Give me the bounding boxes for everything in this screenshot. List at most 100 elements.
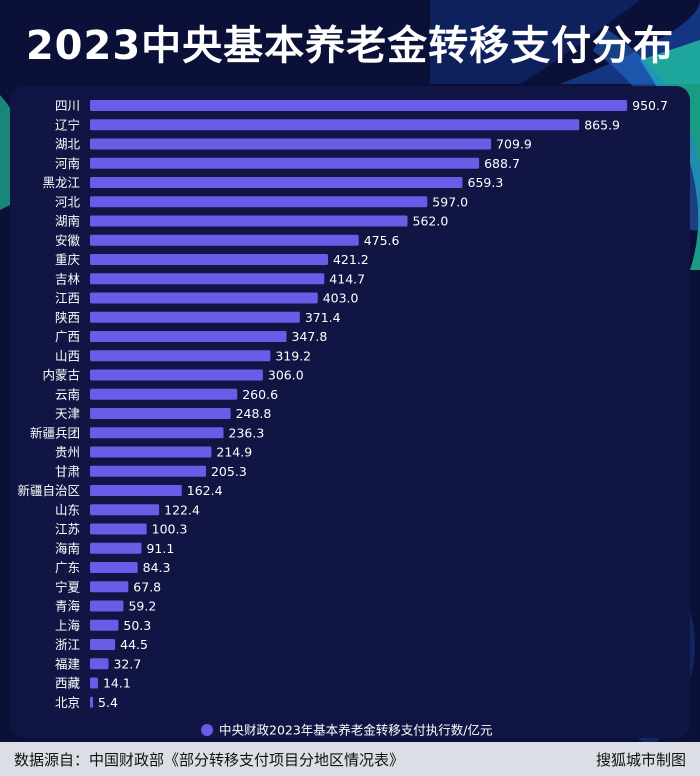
data-label: 44.5 xyxy=(120,637,148,652)
bar xyxy=(90,600,124,612)
bar xyxy=(90,562,138,573)
category-label: 宁夏 xyxy=(55,579,81,594)
category-label: 福建 xyxy=(55,656,81,671)
data-label: 59.2 xyxy=(128,599,156,614)
data-label: 91.1 xyxy=(146,541,174,556)
data-label: 319.2 xyxy=(275,348,311,363)
bar xyxy=(90,215,408,227)
category-label: 重庆 xyxy=(55,252,81,267)
data-label: 475.6 xyxy=(364,233,400,248)
data-label: 659.3 xyxy=(468,175,504,190)
bar xyxy=(90,619,119,631)
bar xyxy=(90,331,287,342)
bar xyxy=(90,581,129,593)
bar xyxy=(90,369,263,381)
category-label: 海南 xyxy=(55,541,80,556)
data-label: 403.0 xyxy=(323,291,359,306)
data-label: 709.9 xyxy=(496,137,532,152)
data-label: 562.0 xyxy=(413,214,449,229)
category-label: 天津 xyxy=(55,406,80,421)
data-label: 347.8 xyxy=(292,329,328,344)
category-label: 陕西 xyxy=(55,310,80,325)
data-label: 14.1 xyxy=(103,676,131,691)
data-label: 371.4 xyxy=(305,310,341,325)
bar xyxy=(90,388,238,400)
credit-note: 搜狐城市制图 xyxy=(595,750,686,769)
category-label: 河北 xyxy=(55,194,81,209)
category-label: 四川 xyxy=(55,98,80,113)
data-label: 205.3 xyxy=(211,464,247,479)
category-label: 甘肃 xyxy=(55,464,80,479)
bar xyxy=(90,292,318,304)
bar-chart: 四川 950.7 辽宁 865.9 湖北 709.9 河南 688.7 黑龙江 659.3 河北 59… xyxy=(17,98,668,738)
bar xyxy=(90,639,116,650)
category-label: 湖南 xyxy=(55,214,80,229)
category-label: 上海 xyxy=(55,618,81,633)
data-label: 214.9 xyxy=(216,445,252,460)
data-label: 5.4 xyxy=(98,695,118,710)
bar xyxy=(90,504,160,516)
bar xyxy=(90,696,94,708)
data-label: 688.7 xyxy=(484,156,520,171)
category-label: 湖北 xyxy=(55,137,81,152)
data-label: 162.4 xyxy=(187,483,223,498)
bar xyxy=(90,427,224,439)
data-label: 260.6 xyxy=(242,387,278,402)
legend-label: 中央财政2023年基本养老金转移支付执行数/亿元 xyxy=(219,723,493,738)
legend-marker xyxy=(201,724,213,736)
source-note: 数据源自：中国财政部《部分转移支付项目分地区情况表》 xyxy=(14,750,405,769)
bar xyxy=(90,196,428,208)
category-label: 新疆自治区 xyxy=(17,483,80,498)
data-label: 865.9 xyxy=(584,117,620,132)
bar xyxy=(90,119,580,131)
category-label: 山东 xyxy=(55,502,80,517)
data-label: 122.4 xyxy=(164,502,200,517)
bar xyxy=(90,138,492,150)
bar xyxy=(90,485,182,496)
data-label: 248.8 xyxy=(236,406,272,421)
bar xyxy=(90,523,147,535)
category-label: 青海 xyxy=(55,599,81,614)
bar xyxy=(90,311,300,323)
data-label: 421.2 xyxy=(333,252,369,267)
bar xyxy=(90,254,328,265)
bar xyxy=(90,408,231,419)
bar xyxy=(90,465,206,477)
bar xyxy=(90,350,271,362)
category-label: 山西 xyxy=(55,348,80,363)
bar xyxy=(90,677,98,689)
data-label: 50.3 xyxy=(123,618,151,633)
bar xyxy=(90,542,142,554)
data-label: 84.3 xyxy=(143,560,171,575)
bar xyxy=(90,273,325,285)
category-label: 云南 xyxy=(55,387,80,402)
data-label: 236.3 xyxy=(229,425,265,440)
data-label: 597.0 xyxy=(432,194,468,209)
category-label: 北京 xyxy=(55,695,80,710)
category-label: 新疆兵团 xyxy=(30,425,80,440)
chart-title: 2023中央基本养老金转移支付分布 xyxy=(25,23,675,69)
bar xyxy=(90,100,628,111)
bar xyxy=(90,446,212,458)
footer: 数据源自：中国财政部《部分转移支付项目分地区情况表》 搜狐城市制图 xyxy=(0,742,700,776)
bar xyxy=(90,234,359,246)
category-label: 浙江 xyxy=(55,637,80,652)
category-label: 江苏 xyxy=(55,522,80,537)
category-label: 贵州 xyxy=(55,445,80,460)
category-label: 广东 xyxy=(55,560,80,575)
category-label: 黑龙江 xyxy=(42,175,80,190)
category-label: 吉林 xyxy=(55,271,81,286)
category-label: 江西 xyxy=(55,291,80,306)
data-label: 306.0 xyxy=(268,368,304,383)
data-label: 32.7 xyxy=(113,656,141,671)
data-label: 67.8 xyxy=(133,579,161,594)
data-label: 950.7 xyxy=(632,98,668,113)
category-label: 安徽 xyxy=(55,233,81,248)
data-label: 414.7 xyxy=(329,271,365,286)
bar xyxy=(90,157,480,169)
category-label: 内蒙古 xyxy=(42,368,80,383)
category-label: 广西 xyxy=(55,329,80,344)
data-label: 100.3 xyxy=(152,522,188,537)
bar xyxy=(90,658,109,670)
category-label: 河南 xyxy=(55,156,80,171)
